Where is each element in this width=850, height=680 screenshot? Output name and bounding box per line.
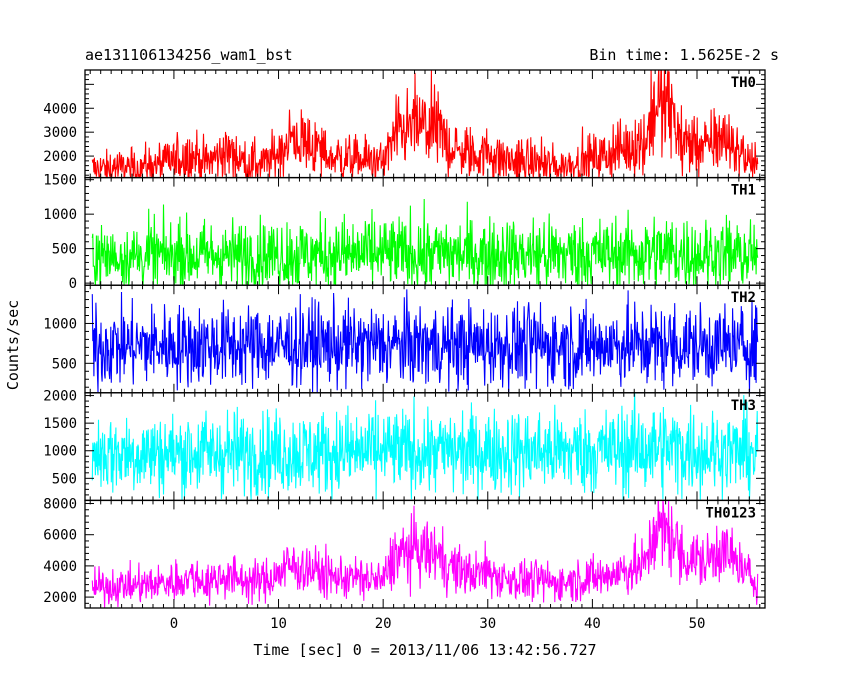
y-tick-label: 2000: [43, 149, 77, 165]
y-tick-label: 2000: [43, 389, 77, 405]
x-tick-label: 20: [375, 616, 392, 632]
panel-th3: 500 1000 1500 2000 TH3: [43, 389, 766, 502]
panel-label: TH3: [731, 398, 756, 414]
series-th0: [91, 70, 759, 178]
y-tick-label: 1500: [43, 173, 77, 189]
series-th2: [91, 289, 759, 393]
y-tick-label: 8000: [43, 497, 77, 513]
y-tick-label: 500: [52, 471, 77, 487]
y-tick-label: 500: [52, 356, 77, 372]
series-th0123: [91, 500, 759, 608]
y-axis-label: Counts/sec: [4, 300, 22, 390]
y-tick-label: 2000: [43, 590, 77, 606]
y-tick-label: 3000: [43, 125, 77, 141]
y-tick-label: 4000: [43, 101, 77, 117]
x-tick-label: 40: [584, 616, 601, 632]
y-tick-label: 4000: [43, 559, 77, 575]
panel-th0123: 2000 4000 6000 8000 TH0123: [43, 497, 766, 609]
panel-label: TH1: [731, 183, 756, 199]
y-tick-label: 1000: [43, 207, 77, 223]
panel-th1: 0 500 1000 1500 TH1: [43, 173, 766, 292]
x-axis-label: Time [sec] 0 = 2013/11/06 13:42:56.727: [253, 641, 596, 659]
y-tick-label: 6000: [43, 528, 77, 544]
bin-time-label: Bin time: 1.5625E-2 s: [589, 46, 779, 64]
panel-th2: 500 1000 TH2: [43, 284, 766, 394]
x-tick-label: 50: [689, 616, 706, 632]
panels-group: 200030004000TH0050010001500TH15001000TH2…: [43, 69, 766, 632]
panel-label: TH0: [731, 75, 756, 91]
series-th3: [91, 392, 759, 501]
x-tick-label: 10: [270, 616, 287, 632]
x-tick-label: 0: [170, 616, 178, 632]
series-th1: [91, 198, 759, 286]
chart-title: ae131106134256_wam1_bst: [85, 46, 293, 64]
x-tick-label: 30: [479, 616, 496, 632]
y-tick-label: 1500: [43, 416, 77, 432]
panel-th0: 2000 3000 4000 TH0: [43, 69, 766, 179]
y-tick-label: 0: [69, 276, 77, 292]
panel-label: TH0123: [705, 505, 756, 521]
y-tick-label: 1000: [43, 316, 77, 332]
y-tick-label: 1000: [43, 444, 77, 460]
panel-label: TH2: [731, 290, 756, 306]
y-tick-label: 500: [52, 242, 77, 258]
